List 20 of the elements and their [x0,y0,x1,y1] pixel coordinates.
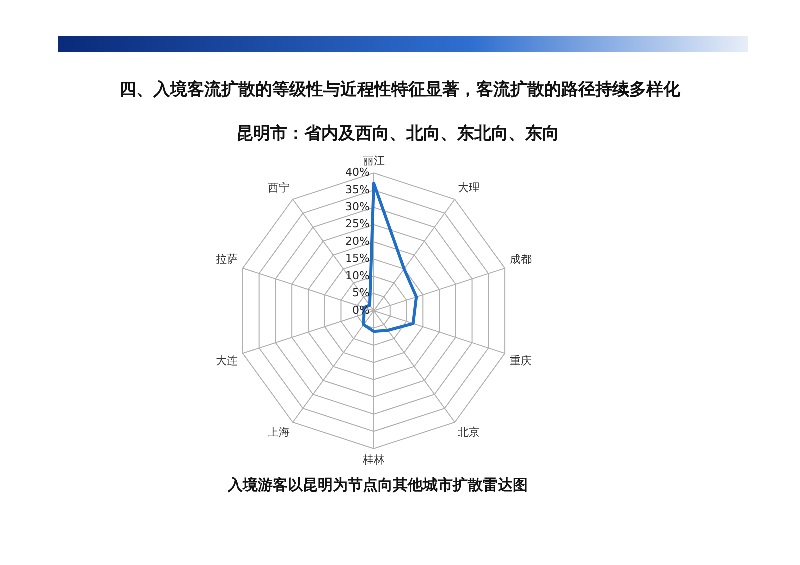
y-tick-label: 15% [346,252,370,266]
y-tick-label: 30% [346,200,370,214]
spoke-label: 西宁 [268,182,290,195]
spoke-label: 上海 [268,426,290,439]
chart-title: 四、入境客流扩散的等级性与近程性特征显著，客流扩散的路径持续多样化 [118,79,682,101]
spoke-label: 桂林 [362,453,385,466]
y-tick-label: 20% [346,234,370,248]
chart-subtitle: 昆明市：省内及西向、北向、东北向、东向 [236,123,560,145]
y-tick-label: 35% [346,183,370,196]
spoke-label: 大理 [458,182,480,195]
spoke-label: 重庆 [510,354,532,368]
y-tick-label: 40% [346,166,370,180]
spoke-label: 丽江 [363,154,385,168]
spoke-label: 北京 [458,426,480,439]
spoke-label: 成都 [510,253,532,266]
y-tick-label: 10% [346,269,370,282]
spoke-label: 大连 [216,354,238,368]
y-tick-label: 25% [346,218,370,231]
spoke-label: 拉萨 [216,253,238,266]
text: 入境游客以昆明为节点向其他城市扩散雷达图 [226,476,529,495]
